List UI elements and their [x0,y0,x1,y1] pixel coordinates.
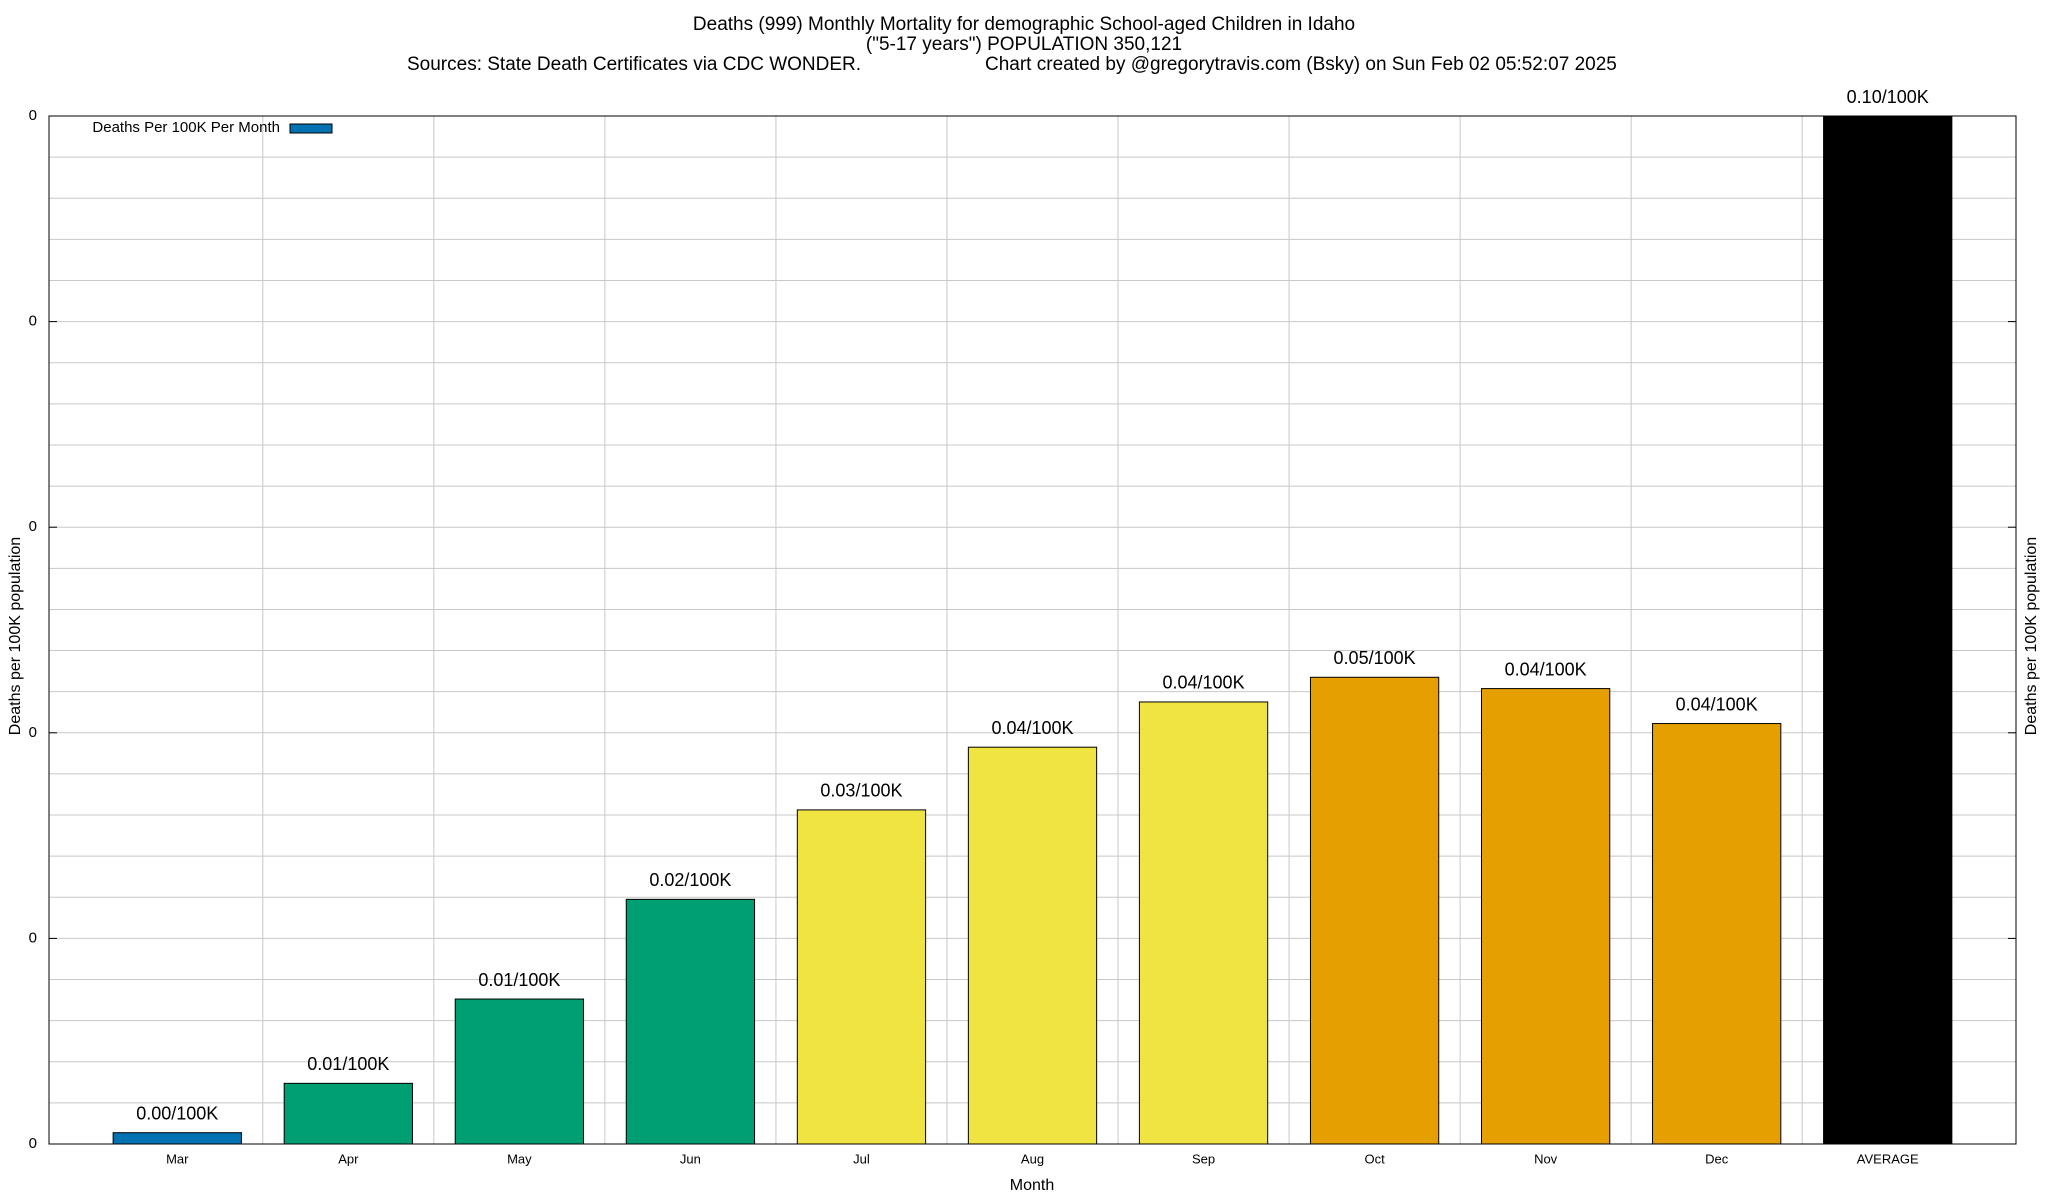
chart-source: Sources: State Death Certificates via CD… [407,54,861,75]
value-label: 0.10/100K [1847,87,1929,107]
chart-title: Deaths (999) Monthly Mortality for demog… [693,14,1355,35]
value-label: 0.01/100K [478,970,560,990]
x-tick-label: Apr [338,1151,359,1166]
y-axis-label: Deaths per 100K population [7,537,24,735]
value-label: 0.04/100K [1676,694,1758,714]
x-tick-label: Nov [1534,1151,1558,1166]
y-tick-label: 0 [29,313,37,330]
x-tick-label: Jul [853,1151,870,1166]
bar [967,746,1098,1145]
x-tick-label: Oct [1364,1151,1385,1166]
legend-swatch [289,123,333,134]
value-label: 0.05/100K [1334,648,1416,668]
bar [1823,115,1953,1145]
x-tick-label: Mar [166,1151,189,1166]
value-label: 0.04/100K [1505,659,1587,679]
value-label: 0.04/100K [1163,673,1245,693]
bar [112,1132,242,1145]
x-tick-label: Sep [1192,1151,1215,1166]
chart-subtitle: ("5-17 years") POPULATION 350,121 [866,34,1182,55]
value-label: 0.02/100K [649,870,731,890]
x-tick-label: Aug [1021,1151,1044,1166]
x-tick-label: Dec [1705,1151,1729,1166]
value-label: 0.01/100K [307,1054,389,1074]
legend-label: Deaths Per 100K Per Month [92,119,280,136]
y-tick-label: 0 [29,107,37,124]
value-label: 0.00/100K [136,1103,218,1123]
bar [1138,701,1269,1145]
y-tick-label: 0 [29,724,37,741]
value-label: 0.04/100K [991,718,1073,738]
value-label: 0.03/100K [820,781,902,801]
y-tick-label: 0 [29,518,37,535]
x-tick-label: Jun [680,1151,701,1166]
x-tick-label: AVERAGE [1857,1151,1919,1166]
bar [283,1082,413,1145]
bar [796,809,927,1145]
y-tick-label: 0 [29,1135,37,1152]
bar [1480,688,1611,1145]
y2-axis-label: Deaths per 100K population [2023,537,2040,735]
bar [625,898,756,1145]
chart-credit: Chart created by @gregorytravis.com (Bsk… [985,54,1617,75]
x-tick-label: May [507,1151,532,1166]
bar [1309,676,1440,1145]
x-axis-label: Month [1010,1177,1054,1194]
bar [454,998,585,1145]
y-tick-label: 0 [29,929,37,946]
bar [1652,723,1782,1145]
